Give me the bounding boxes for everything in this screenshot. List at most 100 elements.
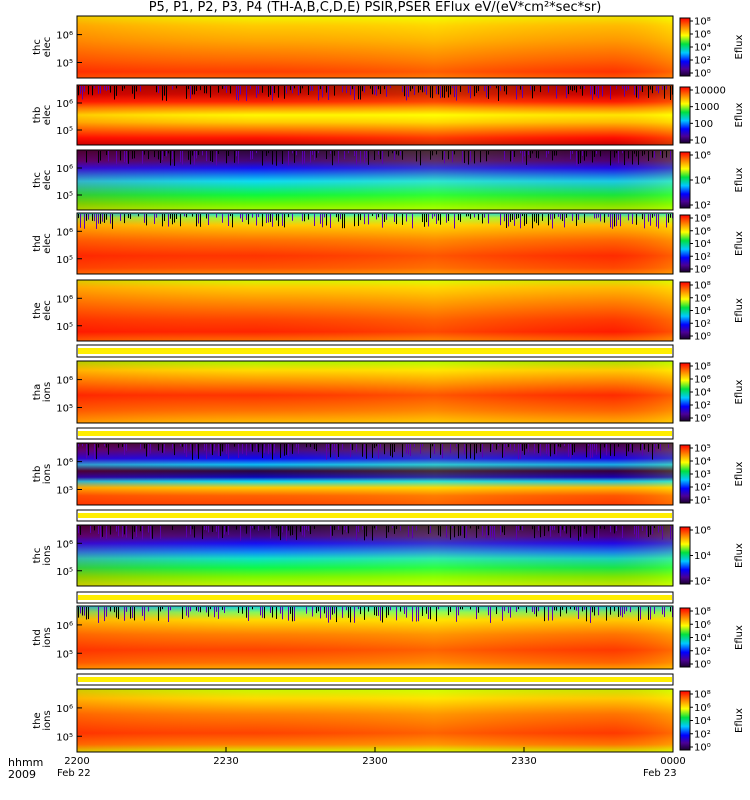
y-tick-label: 10⁵ bbox=[56, 59, 73, 70]
colorbar-tick-label: 10⁴ bbox=[694, 306, 711, 317]
colorbar-gradient bbox=[679, 151, 691, 209]
colorbar-tick-label: 10⁶ bbox=[694, 375, 711, 386]
y-tick-label: 10⁶ bbox=[56, 621, 73, 632]
colorbar-tick-label: 10⁰ bbox=[694, 69, 711, 80]
colorbar-gradient bbox=[679, 526, 691, 585]
y-axis-label-species: ions bbox=[42, 464, 53, 484]
panel-frame bbox=[76, 149, 674, 211]
colorbar-tick-label: 10⁸ bbox=[694, 362, 711, 373]
spectrogram-panel-the-ions: 10⁶ 10⁵ the ions 10⁸ 10⁶ 10⁴ 10² 10⁰ Eflux bbox=[32, 688, 745, 754]
y-tick-label: 10⁶ bbox=[56, 227, 73, 238]
colorbar-tick-label: 10⁶ bbox=[694, 293, 711, 304]
separator-strip bbox=[76, 591, 674, 604]
strip-fill bbox=[78, 595, 672, 600]
colorbar-tick-label: 10⁶ bbox=[694, 526, 711, 537]
colorbar-gradient bbox=[679, 17, 691, 77]
colorbar-tick-label: 10⁸ bbox=[694, 17, 711, 28]
colorbar-label: Eflux bbox=[734, 34, 745, 59]
colorbar-tick-label: 10⁸ bbox=[694, 281, 711, 292]
spectrogram-panel-tha-ions: 10⁶ 10⁵ tha ions 10⁸ 10⁶ 10⁴ 10² 10⁰ Eflux bbox=[32, 360, 745, 425]
y-tick-label: 10⁶ bbox=[56, 99, 73, 110]
colorbar-tick-label: 1000 bbox=[694, 102, 719, 113]
strip-fill bbox=[78, 677, 672, 682]
colorbar-tick-label: 10² bbox=[694, 201, 711, 212]
colorbar-label: Eflux bbox=[734, 625, 745, 650]
y-tick-label: 10⁵ bbox=[56, 126, 73, 137]
colorbar-tick-label: 10⁶ bbox=[694, 620, 711, 631]
colorbar-label: Eflux bbox=[734, 167, 745, 192]
spectrogram-shading bbox=[77, 213, 673, 274]
y-axis-label-species: ions bbox=[42, 382, 53, 402]
y-axis-label-probe: thd bbox=[32, 629, 43, 646]
y-axis-label-probe: thc bbox=[32, 548, 43, 564]
colorbar-tick-label: 10000 bbox=[694, 86, 726, 97]
noise-band bbox=[78, 86, 673, 101]
spectrogram-panel-thd-ions: 10⁶ 10⁵ thd ions 10⁸ 10⁶ 10⁴ 10² 10⁰ Eflux bbox=[32, 605, 745, 671]
spectrogram-shading bbox=[77, 606, 673, 669]
spectrogram-shading bbox=[77, 689, 673, 752]
y-axis-label-probe: tha bbox=[32, 384, 43, 400]
y-axis-label-probe: thb bbox=[32, 466, 43, 483]
panel-frame bbox=[76, 524, 674, 587]
spectrogram-shading bbox=[77, 525, 673, 586]
colorbar-tick-label: 10⁰ bbox=[694, 743, 711, 754]
y-axis-label-probe: thc bbox=[32, 39, 43, 55]
x-axis: 2200 2230 2300 2330 0000 Feb 22 Feb 23 bbox=[57, 747, 686, 779]
spectrogram-panel-thb-elec: 10⁶ 10⁵ thb elec 10000 1000 100 10 Eflux bbox=[32, 84, 745, 147]
y-axis-label-species: ions bbox=[42, 627, 53, 647]
spectrogram-shading bbox=[77, 85, 673, 145]
colorbar: 10⁵ 10⁴ 10³ 10² 10¹ Eflux bbox=[679, 444, 745, 507]
colorbar-tick-label: 10⁴ bbox=[694, 388, 711, 399]
colorbar-gradient bbox=[679, 362, 691, 422]
colorbar-tick-label: 10⁴ bbox=[694, 551, 711, 562]
colorbar-gradient bbox=[679, 607, 691, 668]
y-tick-label: 10⁶ bbox=[56, 31, 73, 42]
y-tick-label: 10⁶ bbox=[56, 376, 73, 387]
colorbar: 10000 1000 100 10 Eflux bbox=[679, 86, 745, 147]
y-axis-label-species: elec bbox=[42, 300, 53, 321]
colorbar-label: Eflux bbox=[734, 231, 745, 256]
colorbar-gradient bbox=[679, 690, 691, 751]
colorbar-tick-label: 10² bbox=[694, 56, 711, 67]
colorbar-label: Eflux bbox=[734, 298, 745, 323]
spectrogram-panel-thc-elec: 10⁶ 10⁵ thc elec 10⁸ 10⁶ 10⁴ 10² 10⁰ Eflux bbox=[32, 15, 745, 80]
panel-frame bbox=[76, 15, 674, 79]
y-tick-label: 10⁶ bbox=[56, 704, 73, 715]
noise-band bbox=[78, 526, 673, 541]
x-tick-label: 2200 bbox=[64, 756, 89, 767]
colorbar-tick-label: 10¹ bbox=[694, 496, 711, 507]
noise-band bbox=[78, 214, 673, 229]
colorbar-tick-label: 10² bbox=[694, 401, 711, 412]
noise-band bbox=[86, 151, 671, 166]
colorbar-tick-label: 10⁴ bbox=[694, 457, 711, 468]
colorbar-label: Eflux bbox=[734, 102, 745, 127]
colorbar-tick-label: 10⁰ bbox=[694, 414, 711, 425]
colorbar-tick-label: 10⁴ bbox=[694, 239, 711, 250]
y-axis-label-probe: the bbox=[32, 712, 43, 728]
chart-title: P5, P1, P2, P3, P4 (TH-A,B,C,D,E) PSIR,P… bbox=[148, 0, 602, 15]
y-axis-label-probe: the bbox=[32, 302, 43, 318]
panel-frame bbox=[76, 442, 674, 506]
y-axis-label-species: elec bbox=[42, 105, 53, 126]
colorbar-tick-label: 10⁰ bbox=[694, 660, 711, 671]
x-axis-label-line2: 2009 bbox=[8, 768, 36, 781]
y-axis-label-probe: thb bbox=[32, 107, 43, 124]
colorbar-label: Eflux bbox=[734, 379, 745, 404]
colorbar: 10⁶ 10⁴ 10² Eflux bbox=[679, 526, 745, 588]
x-tick-label: 2300 bbox=[362, 756, 387, 767]
y-axis-label-species: elec bbox=[42, 233, 53, 254]
separator-strip bbox=[76, 344, 674, 358]
x-axis-label-line1: hhmm bbox=[8, 756, 44, 769]
strip-fill bbox=[78, 513, 672, 518]
y-tick-label: 10⁶ bbox=[56, 539, 73, 550]
colorbar-tick-label: 10⁶ bbox=[694, 226, 711, 237]
colorbar-tick-label: 10⁴ bbox=[694, 633, 711, 644]
colorbar-label: Eflux bbox=[734, 708, 745, 733]
x-date-label-start: Feb 22 bbox=[57, 768, 91, 779]
